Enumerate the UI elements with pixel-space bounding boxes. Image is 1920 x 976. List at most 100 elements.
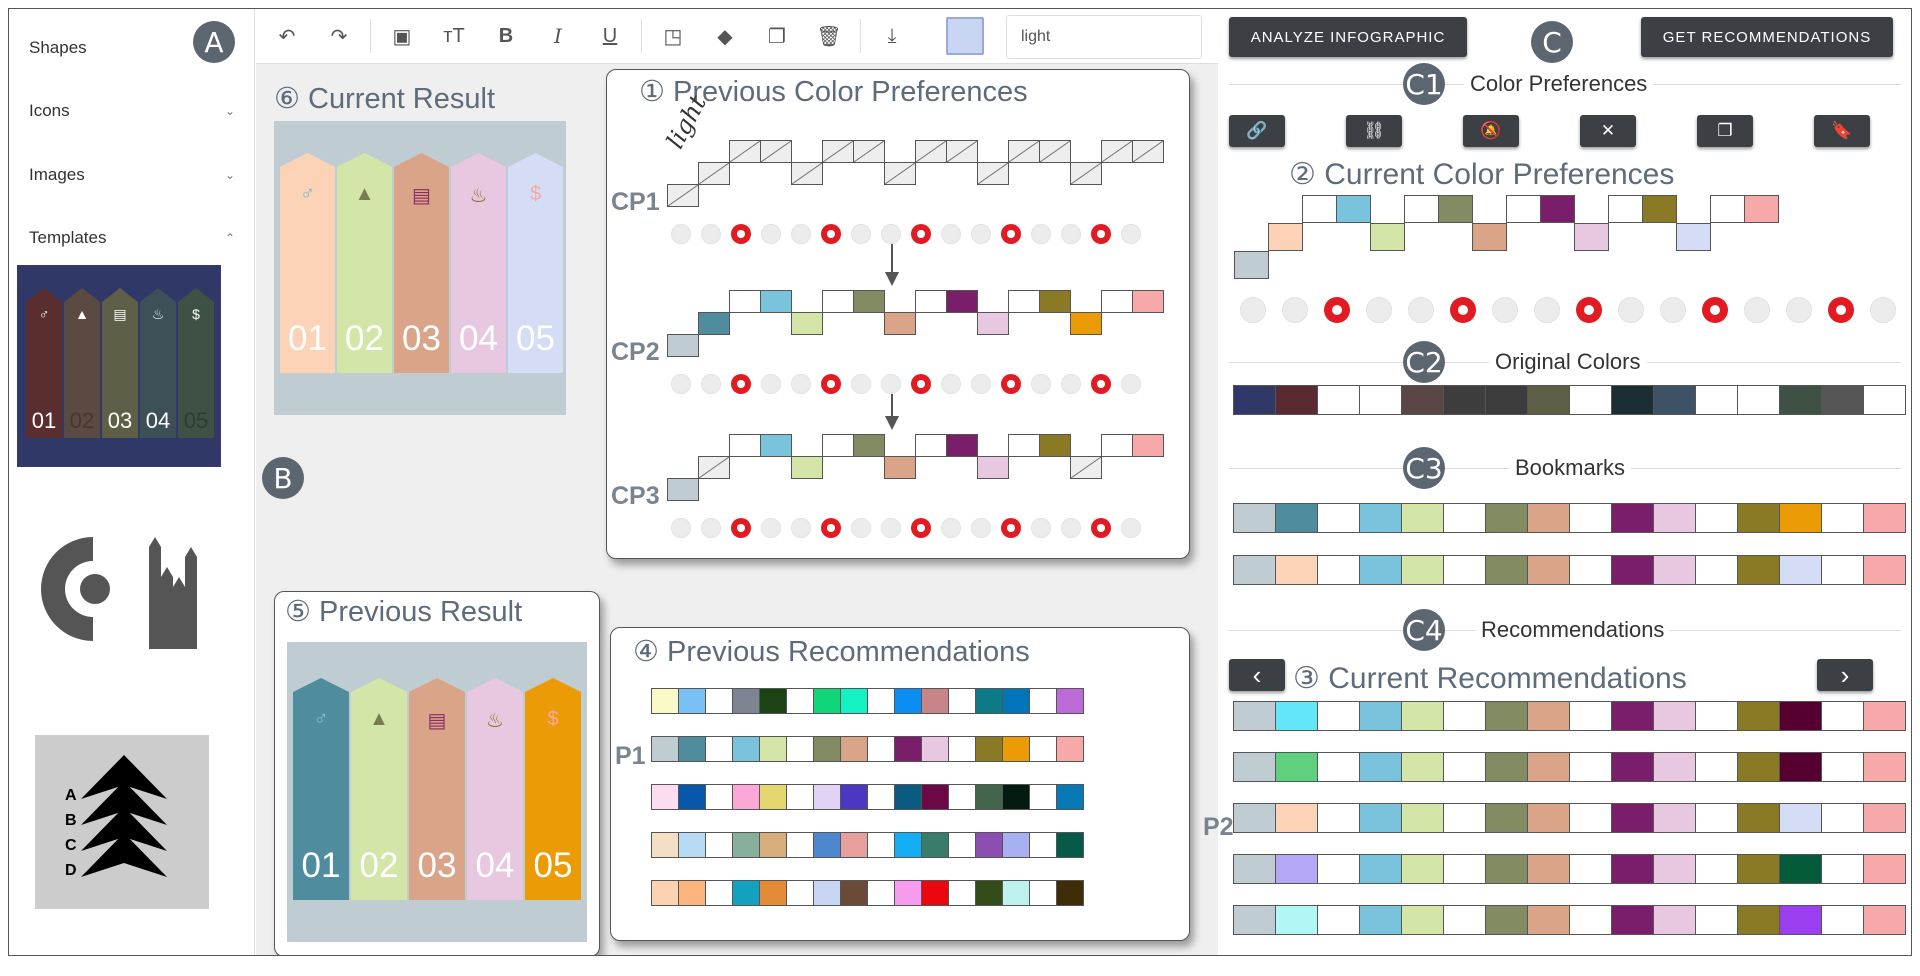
color-swatch[interactable] <box>1056 880 1084 906</box>
previous-infographic[interactable]: ♂ 01 ▲ 02 ▤ 03 ♨ 04 $05 <box>287 642 587 942</box>
color-swatch[interactable] <box>705 784 733 810</box>
color-swatch[interactable] <box>1401 854 1444 884</box>
color-swatch[interactable] <box>948 688 976 714</box>
inactive-dot[interactable] <box>971 224 991 244</box>
color-swatch[interactable] <box>1443 701 1486 731</box>
color-swatch[interactable] <box>1101 290 1133 313</box>
color-swatch[interactable] <box>1317 503 1360 533</box>
inactive-dot[interactable] <box>1121 224 1141 244</box>
color-swatch[interactable] <box>1029 784 1057 810</box>
sidebar-item-shapes[interactable]: Shapes <box>29 33 239 63</box>
color-swatch[interactable] <box>813 880 841 906</box>
color-swatch[interactable] <box>1611 854 1654 884</box>
color-swatch[interactable] <box>884 456 916 479</box>
inactive-dot[interactable] <box>1121 518 1141 538</box>
color-swatch[interactable] <box>840 688 868 714</box>
color-swatch[interactable] <box>1233 854 1276 884</box>
color-swatch[interactable] <box>1527 803 1570 833</box>
color-swatch[interactable] <box>1317 752 1360 782</box>
active-dot[interactable] <box>1091 518 1111 538</box>
no-bell-icon[interactable]: 🔕 <box>1463 115 1519 147</box>
color-swatch[interactable] <box>1821 701 1864 731</box>
color-swatch[interactable] <box>975 832 1003 858</box>
inactive-dot[interactable] <box>671 518 691 538</box>
color-swatch[interactable] <box>1401 503 1444 533</box>
inactive-dot[interactable] <box>791 224 811 244</box>
sidebar-item-templates[interactable]: Templates ⌃ <box>29 223 239 253</box>
color-swatch[interactable] <box>1443 854 1486 884</box>
color-swatch[interactable] <box>977 456 1009 479</box>
active-dot[interactable] <box>1702 297 1728 323</box>
color-swatch[interactable] <box>1401 555 1444 585</box>
active-dot[interactable] <box>731 518 751 538</box>
inactive-dot[interactable] <box>761 518 781 538</box>
color-swatch[interactable] <box>786 736 814 762</box>
color-swatch[interactable] <box>1275 503 1318 533</box>
color-swatch[interactable] <box>1302 195 1337 223</box>
inactive-dot[interactable] <box>1061 224 1081 244</box>
color-swatch[interactable] <box>1029 688 1057 714</box>
color-swatch[interactable] <box>1039 434 1071 457</box>
inactive-dot[interactable] <box>1061 518 1081 538</box>
active-dot[interactable] <box>1828 297 1854 323</box>
active-dot[interactable] <box>1576 297 1602 323</box>
swatch-row[interactable] <box>651 832 1084 858</box>
color-swatch[interactable] <box>1056 736 1084 762</box>
color-swatch[interactable] <box>759 688 787 714</box>
color-swatch[interactable] <box>822 434 854 457</box>
color-swatch[interactable] <box>732 880 760 906</box>
color-swatch[interactable] <box>1401 905 1444 935</box>
color-swatch[interactable] <box>1527 385 1570 415</box>
color-swatch[interactable] <box>1039 140 1071 163</box>
color-swatch[interactable] <box>651 688 679 714</box>
dot-row[interactable] <box>671 374 1151 394</box>
color-swatch[interactable] <box>1737 803 1780 833</box>
layers-icon[interactable]: ◆ <box>717 25 733 48</box>
inactive-dot[interactable] <box>881 374 901 394</box>
color-swatch[interactable] <box>1737 752 1780 782</box>
inactive-dot[interactable] <box>1534 297 1560 323</box>
color-swatch[interactable] <box>1653 701 1696 731</box>
color-swatch[interactable] <box>894 736 922 762</box>
inactive-dot[interactable] <box>701 374 721 394</box>
color-swatch[interactable] <box>1359 752 1402 782</box>
color-swatch[interactable] <box>1821 803 1864 833</box>
color-swatch[interactable] <box>1485 752 1528 782</box>
inactive-dot[interactable] <box>881 518 901 538</box>
inactive-dot[interactable] <box>1366 297 1392 323</box>
color-swatch[interactable] <box>1695 854 1738 884</box>
color-swatch[interactable] <box>1569 752 1612 782</box>
active-dot[interactable] <box>911 518 931 538</box>
color-swatch[interactable] <box>1359 701 1402 731</box>
color-swatch[interactable] <box>1569 503 1612 533</box>
color-swatch[interactable] <box>1029 832 1057 858</box>
color-swatch[interactable] <box>1695 905 1738 935</box>
color-swatch[interactable] <box>1653 555 1696 585</box>
inactive-dot[interactable] <box>971 518 991 538</box>
color-swatch[interactable] <box>1056 688 1084 714</box>
color-swatch[interactable] <box>1569 803 1612 833</box>
color-swatch[interactable] <box>729 290 761 313</box>
color-swatch[interactable] <box>1863 803 1906 833</box>
color-swatch[interactable] <box>1070 162 1102 185</box>
color-swatch[interactable] <box>1317 555 1360 585</box>
color-swatch[interactable] <box>1056 832 1084 858</box>
color-swatch[interactable] <box>1008 140 1040 163</box>
color-swatch[interactable] <box>948 736 976 762</box>
color-swatch[interactable] <box>1569 385 1612 415</box>
color-swatch[interactable] <box>791 312 823 335</box>
color-swatch[interactable] <box>1611 555 1654 585</box>
font-input[interactable]: light <box>1006 15 1202 59</box>
color-swatch[interactable] <box>1268 223 1303 251</box>
color-swatch[interactable] <box>729 434 761 457</box>
swatch-row[interactable] <box>651 784 1084 810</box>
color-swatch[interactable] <box>759 784 787 810</box>
color-swatch[interactable] <box>813 784 841 810</box>
inactive-dot[interactable] <box>761 374 781 394</box>
active-dot[interactable] <box>1450 297 1476 323</box>
color-swatch[interactable] <box>1779 854 1822 884</box>
color-swatch[interactable] <box>1132 140 1164 163</box>
color-swatch[interactable] <box>946 140 978 163</box>
color-swatch[interactable] <box>1737 503 1780 533</box>
